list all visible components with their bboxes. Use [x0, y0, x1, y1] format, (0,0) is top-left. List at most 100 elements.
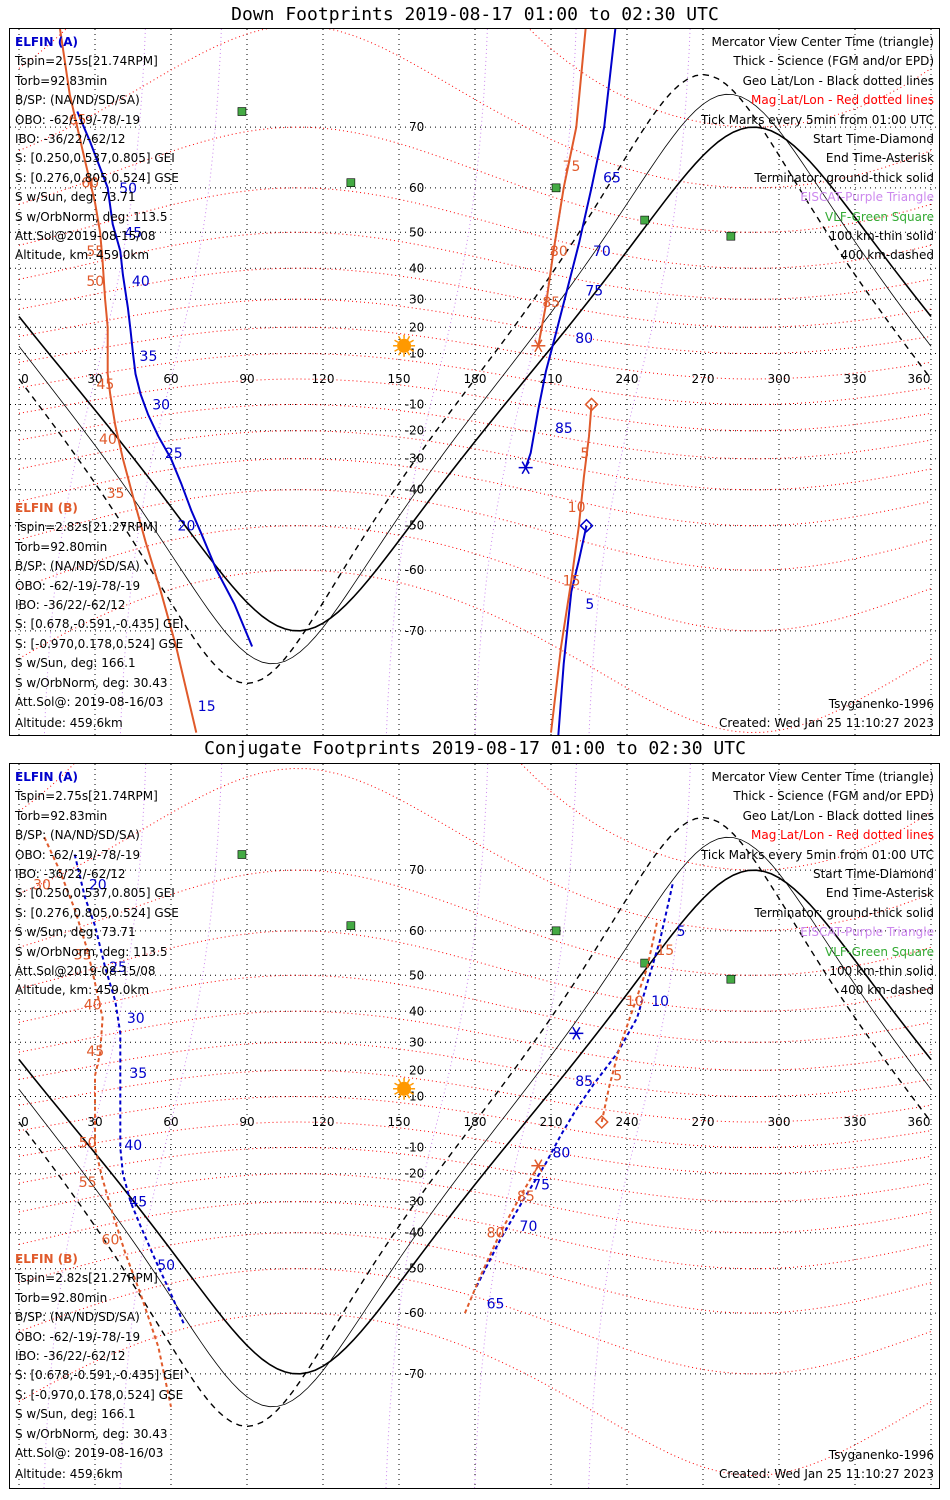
track-time-label: 25 [165, 446, 183, 462]
asterisk-stroke [521, 461, 530, 475]
info-line: S w/OrbNorm, deg: 30.43 [15, 675, 168, 690]
track-time-label: 45 [86, 1044, 104, 1060]
track-time-label: 80 [575, 331, 593, 347]
track-time-label: 60 [81, 176, 99, 192]
info-line: Torb=92.80min [15, 1290, 108, 1305]
lon-tick-label: 60 [163, 372, 178, 386]
lon-tick-label: 0 [21, 372, 29, 386]
track-time-label: 60 [102, 1232, 120, 1248]
info-line: S w/OrbNorm, deg: 113.5 [15, 944, 168, 959]
track-time-label: 75 [585, 283, 603, 299]
legend-item: 400 km-dashed [840, 248, 934, 263]
elfin-b-track [537, 29, 587, 346]
start-diamond-marker [584, 397, 599, 412]
lat-tick-label: 10 [409, 1090, 424, 1104]
track-time-label: 35 [129, 1066, 147, 1082]
info-line: S: [0.678,-0.591,-0.435] GEI [15, 1368, 184, 1383]
legend-down: Mercator View Center Time (triangle) Thi… [701, 33, 934, 266]
mag-parallel [18, 869, 932, 976]
vlf-station-marker [237, 850, 247, 859]
sun-ray [406, 1078, 411, 1084]
lat-tick-label: 50 [409, 968, 424, 982]
terminator-line [18, 869, 932, 1375]
elfin-a-track [474, 884, 674, 1290]
info-line: S w/OrbNorm, deg: 113.5 [15, 209, 168, 224]
lon-tick-label: 0 [21, 1115, 29, 1129]
info-line: OBO: -62/-19/-78/-19 [15, 847, 141, 862]
panel-title-conjugate: Conjugate Footprints 2019-08-17 01:00 to… [204, 738, 746, 759]
info-line: S w/Sun, deg: 166.1 [15, 656, 136, 671]
track-time-label: 85 [542, 295, 560, 311]
asterisk-stroke [534, 1159, 543, 1173]
legend-item: Geo Lat/Lon - Black dotted lines [742, 808, 934, 823]
lat-tick-label: 60 [409, 181, 424, 195]
elfin-b-altitude: Altitude: 459.6km [15, 1467, 123, 1481]
lon-tick-label: 240 [616, 1115, 639, 1129]
vlf-station-marker [640, 215, 650, 225]
sun-disc [397, 338, 412, 353]
track-time-label: 40 [84, 998, 102, 1014]
track-time-label: 55 [86, 244, 104, 260]
sun-icon [393, 334, 416, 357]
info-line: S: [-0.970,0.178,0.524] GSE [15, 1387, 184, 1402]
mag-parallel [18, 1010, 932, 1071]
info-line: Tspin=2.82s[21.27RPM] [15, 1271, 158, 1286]
lat-tick-label: -20 [405, 1167, 425, 1181]
mag-meridian [588, 764, 691, 1488]
lat-tick-label: 50 [409, 225, 424, 239]
lon-tick-label: 330 [844, 1115, 867, 1129]
lon-tick-label: 360 [908, 1115, 931, 1129]
track-time-label: 15 [198, 699, 216, 715]
lon-tick-label: 330 [844, 372, 867, 386]
legend-item: End Time-Asterisk [825, 886, 934, 901]
legend-item: Terminator: ground-thick solid [754, 170, 934, 185]
info-line: Att.Sol@2019-08-15/08 [15, 963, 156, 978]
sun-ray [406, 1094, 411, 1099]
map-panel-conjugate: 0 30 60 90 120 150 180 210 240 270 300 330 360 -70 -60… [9, 763, 940, 1489]
info-line: IBO: -36/22/-62/12 [15, 866, 126, 881]
info-line: S: [0.678,-0.591,-0.435] GEI [15, 617, 184, 632]
track-time-label: 85 [575, 1074, 593, 1090]
legend-item: Mercator View Center Time (triangle) [711, 35, 934, 49]
vlf-station-marker [726, 974, 736, 984]
terminator-100km-line [18, 93, 932, 665]
terminator-line [18, 126, 932, 632]
track-time-label: 50 [119, 181, 137, 197]
lat-tick-label: -10 [405, 1140, 425, 1154]
lon-tick-label: 300 [768, 1115, 791, 1129]
track-time-label: 40 [124, 1138, 142, 1154]
track-time-label: 50 [157, 1258, 175, 1274]
info-line: B/SP: (NA/ND/SD/SA) [15, 93, 140, 108]
mag-meridian [43, 764, 147, 1488]
info-line: B/SP: (NA/ND/SD/SA) [15, 1310, 140, 1325]
terminator-400km-line [18, 816, 932, 1428]
info-line: OBO: -62/-19/-78/-19 [15, 578, 141, 593]
track-time-label: 45 [124, 225, 142, 241]
track-time-label: 35 [107, 486, 125, 502]
sun-ray [409, 1091, 414, 1095]
sun-ray [394, 348, 399, 352]
track-time-label: 80 [552, 1146, 570, 1162]
terminator-100km-line [18, 836, 932, 1408]
track-time-label: 15 [563, 574, 581, 590]
asterisk-stroke [534, 339, 543, 353]
info-line: Altitude, km: 459.0km [15, 248, 150, 263]
map-svg-conjugate: 0 30 60 90 120 150 180 210 240 270 300 330 360 -70 -60… [10, 764, 939, 1488]
legend-item: 100 km-thin solid [829, 228, 934, 243]
lat-tick-label: -70 [405, 624, 425, 638]
track-time-label: 45 [129, 1195, 147, 1211]
track-time-label: 80 [487, 1226, 505, 1242]
map-panel-down: 0 30 60 90 120 150 180 210 240 270 300 330 360 -70 -60… [9, 28, 940, 736]
lat-tick-label: -70 [405, 1367, 425, 1381]
track-time-label: 10 [626, 994, 644, 1010]
lon-tick-label: 150 [388, 1115, 411, 1129]
start-diamond-marker [594, 1114, 609, 1130]
vlf-station-marker [551, 926, 561, 936]
sun-ray [409, 1082, 414, 1086]
elfin-b-info: ELFIN (B) Tspin=2.82s[21.27RPM] Torb=92.… [15, 1250, 183, 1463]
info-line: Att.Sol@: 2019-08-16/03 [15, 694, 164, 709]
terminator-400km-line [18, 73, 932, 685]
vlf-station-marker [237, 107, 247, 116]
info-line: S w/Sun, deg: 73.71 [15, 190, 136, 205]
lat-tick-label: 60 [409, 924, 424, 938]
